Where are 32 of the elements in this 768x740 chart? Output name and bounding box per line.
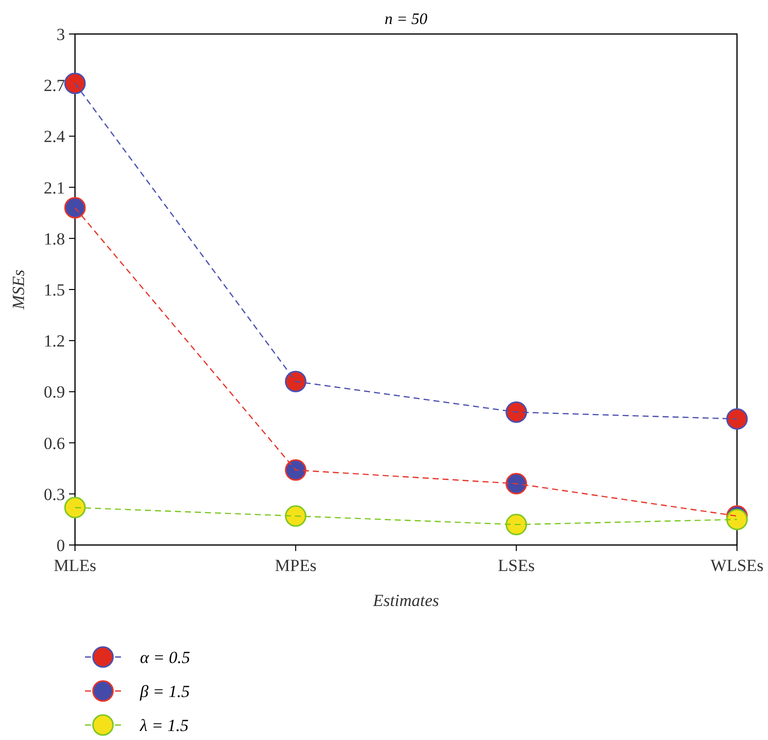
y-tick-label: 1.5 xyxy=(44,280,65,300)
point xyxy=(284,370,306,392)
point xyxy=(64,196,86,218)
chart-title: n = 50 xyxy=(384,11,428,28)
y-tick-label: 1.2 xyxy=(44,332,65,351)
x-tick-label: MLEs xyxy=(54,556,96,575)
y-axis-title: MSEs xyxy=(9,269,28,310)
y-tick-label: 3 xyxy=(56,24,65,44)
point xyxy=(64,72,86,94)
x-tick-label: WLSEs xyxy=(710,556,764,575)
y-tick-label: 0.6 xyxy=(44,434,65,453)
point xyxy=(506,472,528,494)
y-tick-label: 0.9 xyxy=(44,382,65,402)
point xyxy=(726,508,748,530)
x-axis-title: Estimates xyxy=(372,591,440,610)
point xyxy=(506,401,528,423)
legend-label: α = 0.5 xyxy=(140,648,190,667)
y-tick-label: 0.3 xyxy=(44,484,65,504)
point xyxy=(284,459,306,481)
legend-label: β = 1.5 xyxy=(139,682,190,701)
y-tick-label: 2.7 xyxy=(44,76,66,96)
x-tick-label: LSEs xyxy=(498,556,535,575)
y-tick-label: 2.4 xyxy=(44,127,66,146)
point xyxy=(64,496,86,518)
point xyxy=(284,505,306,527)
y-tick-label: 0 xyxy=(56,536,65,555)
y-tick-label: 1.8 xyxy=(44,229,65,248)
y-tick-label: 2.1 xyxy=(44,178,65,198)
point xyxy=(726,408,748,430)
x-tick-label: MPEs xyxy=(274,556,316,575)
legend-label: λ = 1.5 xyxy=(139,716,189,735)
point xyxy=(506,514,528,536)
